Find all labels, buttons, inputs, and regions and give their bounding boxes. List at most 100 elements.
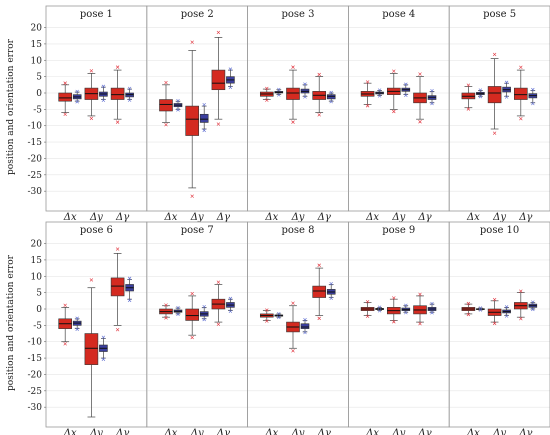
outlier (164, 316, 168, 320)
box-blue (502, 305, 511, 318)
outlier (63, 342, 67, 346)
outlier (466, 312, 471, 317)
outlier (329, 281, 333, 286)
outlier (75, 89, 79, 94)
outlier (365, 80, 370, 84)
y-tick-label: -20 (28, 370, 43, 380)
x-tick-label: Δγ (317, 428, 331, 435)
y-tick-label: 0 (36, 89, 42, 99)
outlier (466, 107, 471, 111)
panel-frame (146, 221, 249, 428)
box-blue (99, 335, 108, 361)
outlier (265, 319, 269, 323)
box-red (487, 297, 502, 326)
box-red (159, 80, 173, 127)
outlier (492, 297, 497, 302)
box-blue (401, 82, 411, 97)
box-red (286, 301, 300, 353)
outlier (531, 87, 535, 92)
outlier (492, 52, 497, 57)
outlier (430, 101, 434, 106)
outlier (377, 309, 382, 313)
outlier (418, 292, 422, 297)
x-tick-label: Δx (63, 212, 77, 223)
box-blue (326, 90, 336, 104)
box-blue (99, 84, 108, 103)
y-tick-label: -5 (33, 105, 42, 115)
outlier (291, 301, 295, 305)
outlier (190, 194, 194, 198)
outlier (504, 80, 509, 85)
outlier (216, 122, 221, 126)
outlier (404, 93, 408, 97)
box-blue (274, 312, 284, 320)
outlier (101, 84, 106, 89)
outlier (75, 327, 79, 331)
box-red (110, 65, 125, 124)
x-tick-label: Δx (466, 212, 480, 223)
outlier (63, 81, 67, 85)
outlier (404, 303, 408, 308)
outlier (365, 299, 370, 304)
y-axis-label-top: position and orientation error (6, 38, 16, 175)
y-tick-label: 5 (36, 73, 42, 83)
box-body (286, 87, 300, 100)
outlier (164, 80, 168, 85)
box-body (487, 86, 502, 104)
x-tick-label: Δγ (417, 212, 431, 223)
outlier (392, 320, 396, 324)
box-red (461, 301, 476, 317)
x-tick-label: Δy (89, 428, 103, 435)
panel-frame (247, 5, 349, 212)
panel-frame (347, 5, 450, 212)
box-body (58, 92, 72, 102)
outlier (291, 65, 295, 69)
outlier (365, 104, 370, 108)
outlier (127, 86, 132, 91)
box-red (487, 52, 502, 135)
outlier (115, 327, 120, 332)
box-body (159, 99, 173, 112)
outlier (377, 305, 382, 309)
x-tick-label: Δγ (518, 212, 532, 223)
x-tick-label: Δx (63, 428, 77, 435)
box-blue (125, 276, 134, 303)
panel-title: pose 1 (80, 9, 113, 20)
outlier (377, 88, 382, 92)
y-tick-label: -30 (28, 187, 43, 197)
outlier (89, 69, 94, 73)
box-body (312, 285, 327, 298)
box-body (110, 277, 125, 297)
box-red (413, 292, 427, 326)
outlier (329, 296, 333, 301)
box-blue (528, 87, 538, 106)
x-tick-label: Δy (492, 428, 506, 435)
box-blue (427, 301, 437, 315)
outlier (228, 309, 233, 314)
box-blue (199, 304, 209, 322)
outlier (531, 307, 535, 312)
panel-3: pose 3 Δx Δy Δγ (247, 5, 349, 223)
panel-5: pose 5 Δx Δy Δγ (448, 5, 550, 223)
outlier (127, 298, 132, 303)
outlier (176, 312, 180, 316)
outlier (277, 87, 281, 92)
box-blue (125, 86, 134, 102)
x-tick-label: Δγ (216, 428, 230, 435)
outlier (418, 120, 422, 124)
y-tick-label: 15 (31, 256, 43, 266)
box-red (211, 30, 226, 126)
panel-frame (448, 221, 550, 428)
box-body (185, 308, 199, 321)
box-blue (375, 305, 384, 313)
box-blue (427, 88, 437, 106)
outlier (228, 67, 233, 71)
outlier (176, 108, 180, 112)
panel-title: pose 10 (480, 225, 519, 236)
box-red (413, 72, 427, 124)
outlier (291, 120, 295, 124)
panel-frame (347, 221, 450, 428)
outlier (89, 278, 94, 282)
outlier (265, 308, 269, 312)
